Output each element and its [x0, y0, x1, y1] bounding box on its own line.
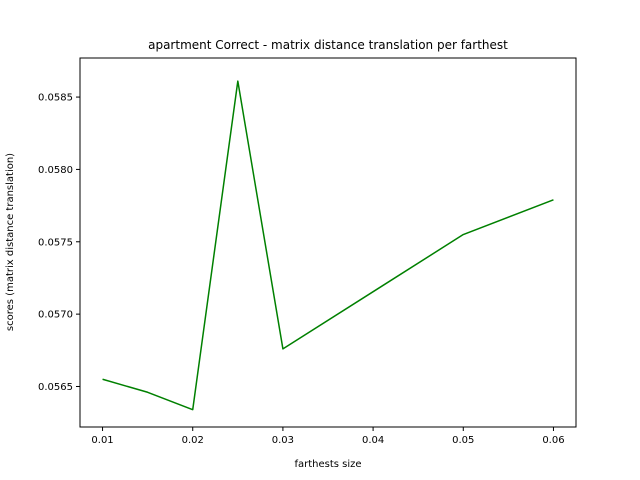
- x-axis-label: farthests size: [294, 459, 361, 470]
- y-tick-label: 0.0585: [38, 93, 73, 104]
- x-tick-label: 0.04: [362, 435, 384, 446]
- x-tick-label: 0.02: [182, 435, 204, 446]
- series-line-0: [102, 80, 554, 411]
- x-tick-label: 0.06: [542, 435, 564, 446]
- y-tick-label: 0.0575: [38, 237, 73, 248]
- y-axis-label: scores (matrix distance translation): [5, 153, 16, 331]
- x-tick-label: 0.03: [272, 435, 294, 446]
- x-axis: 0.01 0.02 0.03 0.04 0.05 0.06: [91, 427, 565, 446]
- x-tick-label: 0.01: [91, 435, 113, 446]
- chart-title: apartment Correct - matrix distance tran…: [148, 38, 508, 52]
- series-layer: [102, 80, 554, 411]
- x-tick-label: 0.05: [452, 435, 474, 446]
- y-tick-label: 0.0570: [38, 310, 73, 321]
- plot-frame: [79, 57, 577, 428]
- y-tick-label: 0.0565: [38, 382, 73, 393]
- y-axis: 0.0565 0.0570 0.0575 0.0580 0.0585: [38, 93, 80, 393]
- y-tick-label: 0.0580: [38, 165, 73, 176]
